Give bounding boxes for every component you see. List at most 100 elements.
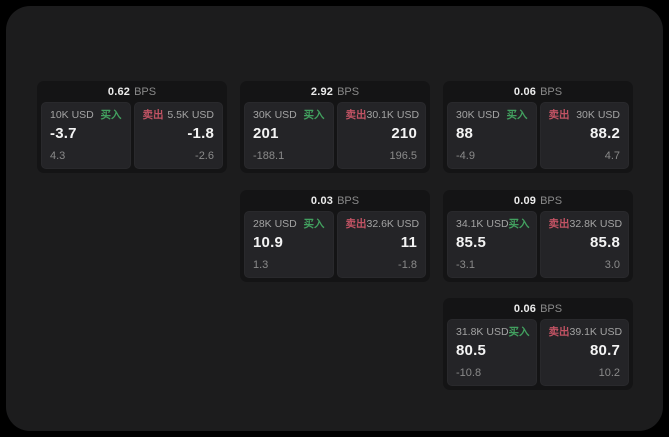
buy-delta: -3.1	[456, 259, 475, 271]
sell-panel-top: 卖出 39.1K USD	[548, 326, 623, 339]
buy-side-label: 买入	[303, 218, 325, 230]
buy-panel[interactable]: 28K USD 买入 10.9 1.3	[244, 211, 334, 278]
bps-header: 0.03 BPS	[240, 190, 430, 211]
buy-panel[interactable]: 34.1K USD 买入 85.5 -3.1	[447, 211, 537, 278]
quote-card: 0.09 BPS 34.1K USD 买入 85.5 -3.1 卖出 32.8K…	[443, 190, 633, 282]
sell-price: 210	[391, 125, 417, 142]
buy-delta: -188.1	[253, 150, 285, 162]
sell-panel-top: 卖出 30K USD	[549, 109, 621, 122]
app-window: 0.62 BPS 10K USD 买入 -3.7 4.3 卖出 5.5K USD…	[6, 6, 663, 431]
buy-amount: 30K USD	[456, 109, 500, 121]
bps-value: 0.09	[513, 194, 537, 207]
sell-panel-top: 卖出 5.5K USD	[143, 109, 215, 122]
buy-amount: 31.8K USD	[456, 326, 509, 338]
quote-panels: 31.8K USD 买入 80.5 -10.8 卖出 39.1K USD 80.…	[443, 319, 633, 390]
sell-side-label: 卖出	[345, 218, 367, 230]
buy-price: 80.5	[456, 342, 486, 359]
sell-panel-top: 卖出 30.1K USD	[345, 109, 420, 122]
sell-panel[interactable]: 卖出 30.1K USD 210 196.5	[336, 102, 426, 169]
bps-value: 0.06	[513, 302, 537, 315]
buy-side-label: 买入	[506, 109, 528, 121]
buy-price: 85.5	[456, 234, 486, 251]
bps-header: 0.06 BPS	[443, 298, 633, 319]
quote-panels: 30K USD 买入 88 -4.9 卖出 30K USD 88.2 4.7	[443, 102, 633, 173]
bps-unit: BPS	[540, 194, 563, 207]
sell-amount: 30K USD	[576, 109, 620, 121]
bps-header: 0.09 BPS	[443, 190, 633, 211]
sell-amount: 32.6K USD	[366, 218, 420, 230]
quote-panels: 28K USD 买入 10.9 1.3 卖出 32.6K USD 11 -1.8	[240, 211, 430, 282]
sell-delta: 10.2	[598, 367, 620, 379]
sell-price: 85.8	[590, 234, 620, 251]
buy-amount: 28K USD	[253, 218, 297, 230]
quote-panels: 30K USD 买入 201 -188.1 卖出 30.1K USD 210 1…	[240, 102, 430, 173]
bps-header: 2.92 BPS	[240, 81, 430, 102]
sell-amount: 39.1K USD	[569, 326, 623, 338]
sell-price: 11	[400, 234, 417, 251]
buy-delta: -4.9	[456, 150, 475, 162]
sell-panel[interactable]: 卖出 39.1K USD 80.7 10.2	[539, 319, 629, 386]
sell-price: 88.2	[590, 125, 620, 142]
sell-panel[interactable]: 卖出 30K USD 88.2 4.7	[539, 102, 629, 169]
buy-price: 10.9	[253, 234, 283, 251]
buy-side-label: 买入	[508, 218, 530, 230]
sell-amount: 32.8K USD	[569, 218, 623, 230]
buy-price: -3.7	[50, 125, 77, 142]
sell-delta: 4.7	[604, 150, 620, 162]
buy-panel-top: 34.1K USD 买入	[456, 218, 530, 231]
bps-unit: BPS	[540, 302, 563, 315]
buy-panel[interactable]: 10K USD 买入 -3.7 4.3	[41, 102, 131, 169]
sell-panel-top: 卖出 32.8K USD	[548, 218, 623, 231]
sell-panel-top: 卖出 32.6K USD	[345, 218, 420, 231]
bps-value: 0.03	[310, 194, 334, 207]
sell-side-label: 卖出	[548, 218, 570, 230]
sell-side-label: 卖出	[142, 109, 164, 121]
buy-side-label: 买入	[100, 109, 122, 121]
sell-amount: 5.5K USD	[167, 109, 214, 121]
sell-side-label: 卖出	[345, 109, 367, 121]
buy-panel-top: 30K USD 买入	[456, 109, 528, 122]
sell-side-label: 卖出	[548, 326, 570, 338]
buy-side-label: 买入	[303, 109, 325, 121]
quote-card: 0.62 BPS 10K USD 买入 -3.7 4.3 卖出 5.5K USD…	[37, 81, 227, 173]
bps-unit: BPS	[540, 85, 563, 98]
buy-delta: -10.8	[456, 367, 482, 379]
buy-panel-top: 31.8K USD 买入	[456, 326, 530, 339]
bps-value: 2.92	[310, 85, 334, 98]
buy-panel-top: 28K USD 买入	[253, 218, 325, 231]
quote-card: 2.92 BPS 30K USD 买入 201 -188.1 卖出 30.1K …	[240, 81, 430, 173]
buy-delta: 4.3	[50, 150, 66, 162]
bps-unit: BPS	[337, 85, 360, 98]
sell-panel[interactable]: 卖出 5.5K USD -1.8 -2.6	[133, 102, 223, 169]
sell-price: 80.7	[590, 342, 620, 359]
buy-price: 201	[253, 125, 279, 142]
buy-side-label: 买入	[508, 326, 530, 338]
buy-amount: 34.1K USD	[456, 218, 509, 230]
buy-price: 88	[456, 125, 474, 142]
quote-card: 0.06 BPS 31.8K USD 买入 80.5 -10.8 卖出 39.1…	[443, 298, 633, 390]
sell-delta: 196.5	[389, 150, 417, 162]
buy-delta: 1.3	[253, 259, 269, 271]
sell-price: -1.8	[187, 125, 214, 142]
bps-header: 0.06 BPS	[443, 81, 633, 102]
quote-panels: 10K USD 买入 -3.7 4.3 卖出 5.5K USD -1.8 -2.…	[37, 102, 227, 173]
buy-amount: 10K USD	[50, 109, 94, 121]
quote-card: 0.06 BPS 30K USD 买入 88 -4.9 卖出 30K USD 8…	[443, 81, 633, 173]
bps-unit: BPS	[134, 85, 157, 98]
bps-value: 0.62	[107, 85, 131, 98]
sell-delta: -2.6	[195, 150, 214, 162]
buy-panel[interactable]: 31.8K USD 买入 80.5 -10.8	[447, 319, 537, 386]
sell-delta: -1.8	[398, 259, 417, 271]
quote-card: 0.03 BPS 28K USD 买入 10.9 1.3 卖出 32.6K US…	[240, 190, 430, 282]
bps-unit: BPS	[337, 194, 360, 207]
bps-header: 0.62 BPS	[37, 81, 227, 102]
buy-panel-top: 30K USD 买入	[253, 109, 325, 122]
buy-amount: 30K USD	[253, 109, 297, 121]
bps-value: 0.06	[513, 85, 537, 98]
buy-panel[interactable]: 30K USD 买入 201 -188.1	[244, 102, 334, 169]
sell-delta: 3.0	[604, 259, 620, 271]
buy-panel[interactable]: 30K USD 买入 88 -4.9	[447, 102, 537, 169]
sell-panel[interactable]: 卖出 32.8K USD 85.8 3.0	[539, 211, 629, 278]
sell-panel[interactable]: 卖出 32.6K USD 11 -1.8	[336, 211, 426, 278]
